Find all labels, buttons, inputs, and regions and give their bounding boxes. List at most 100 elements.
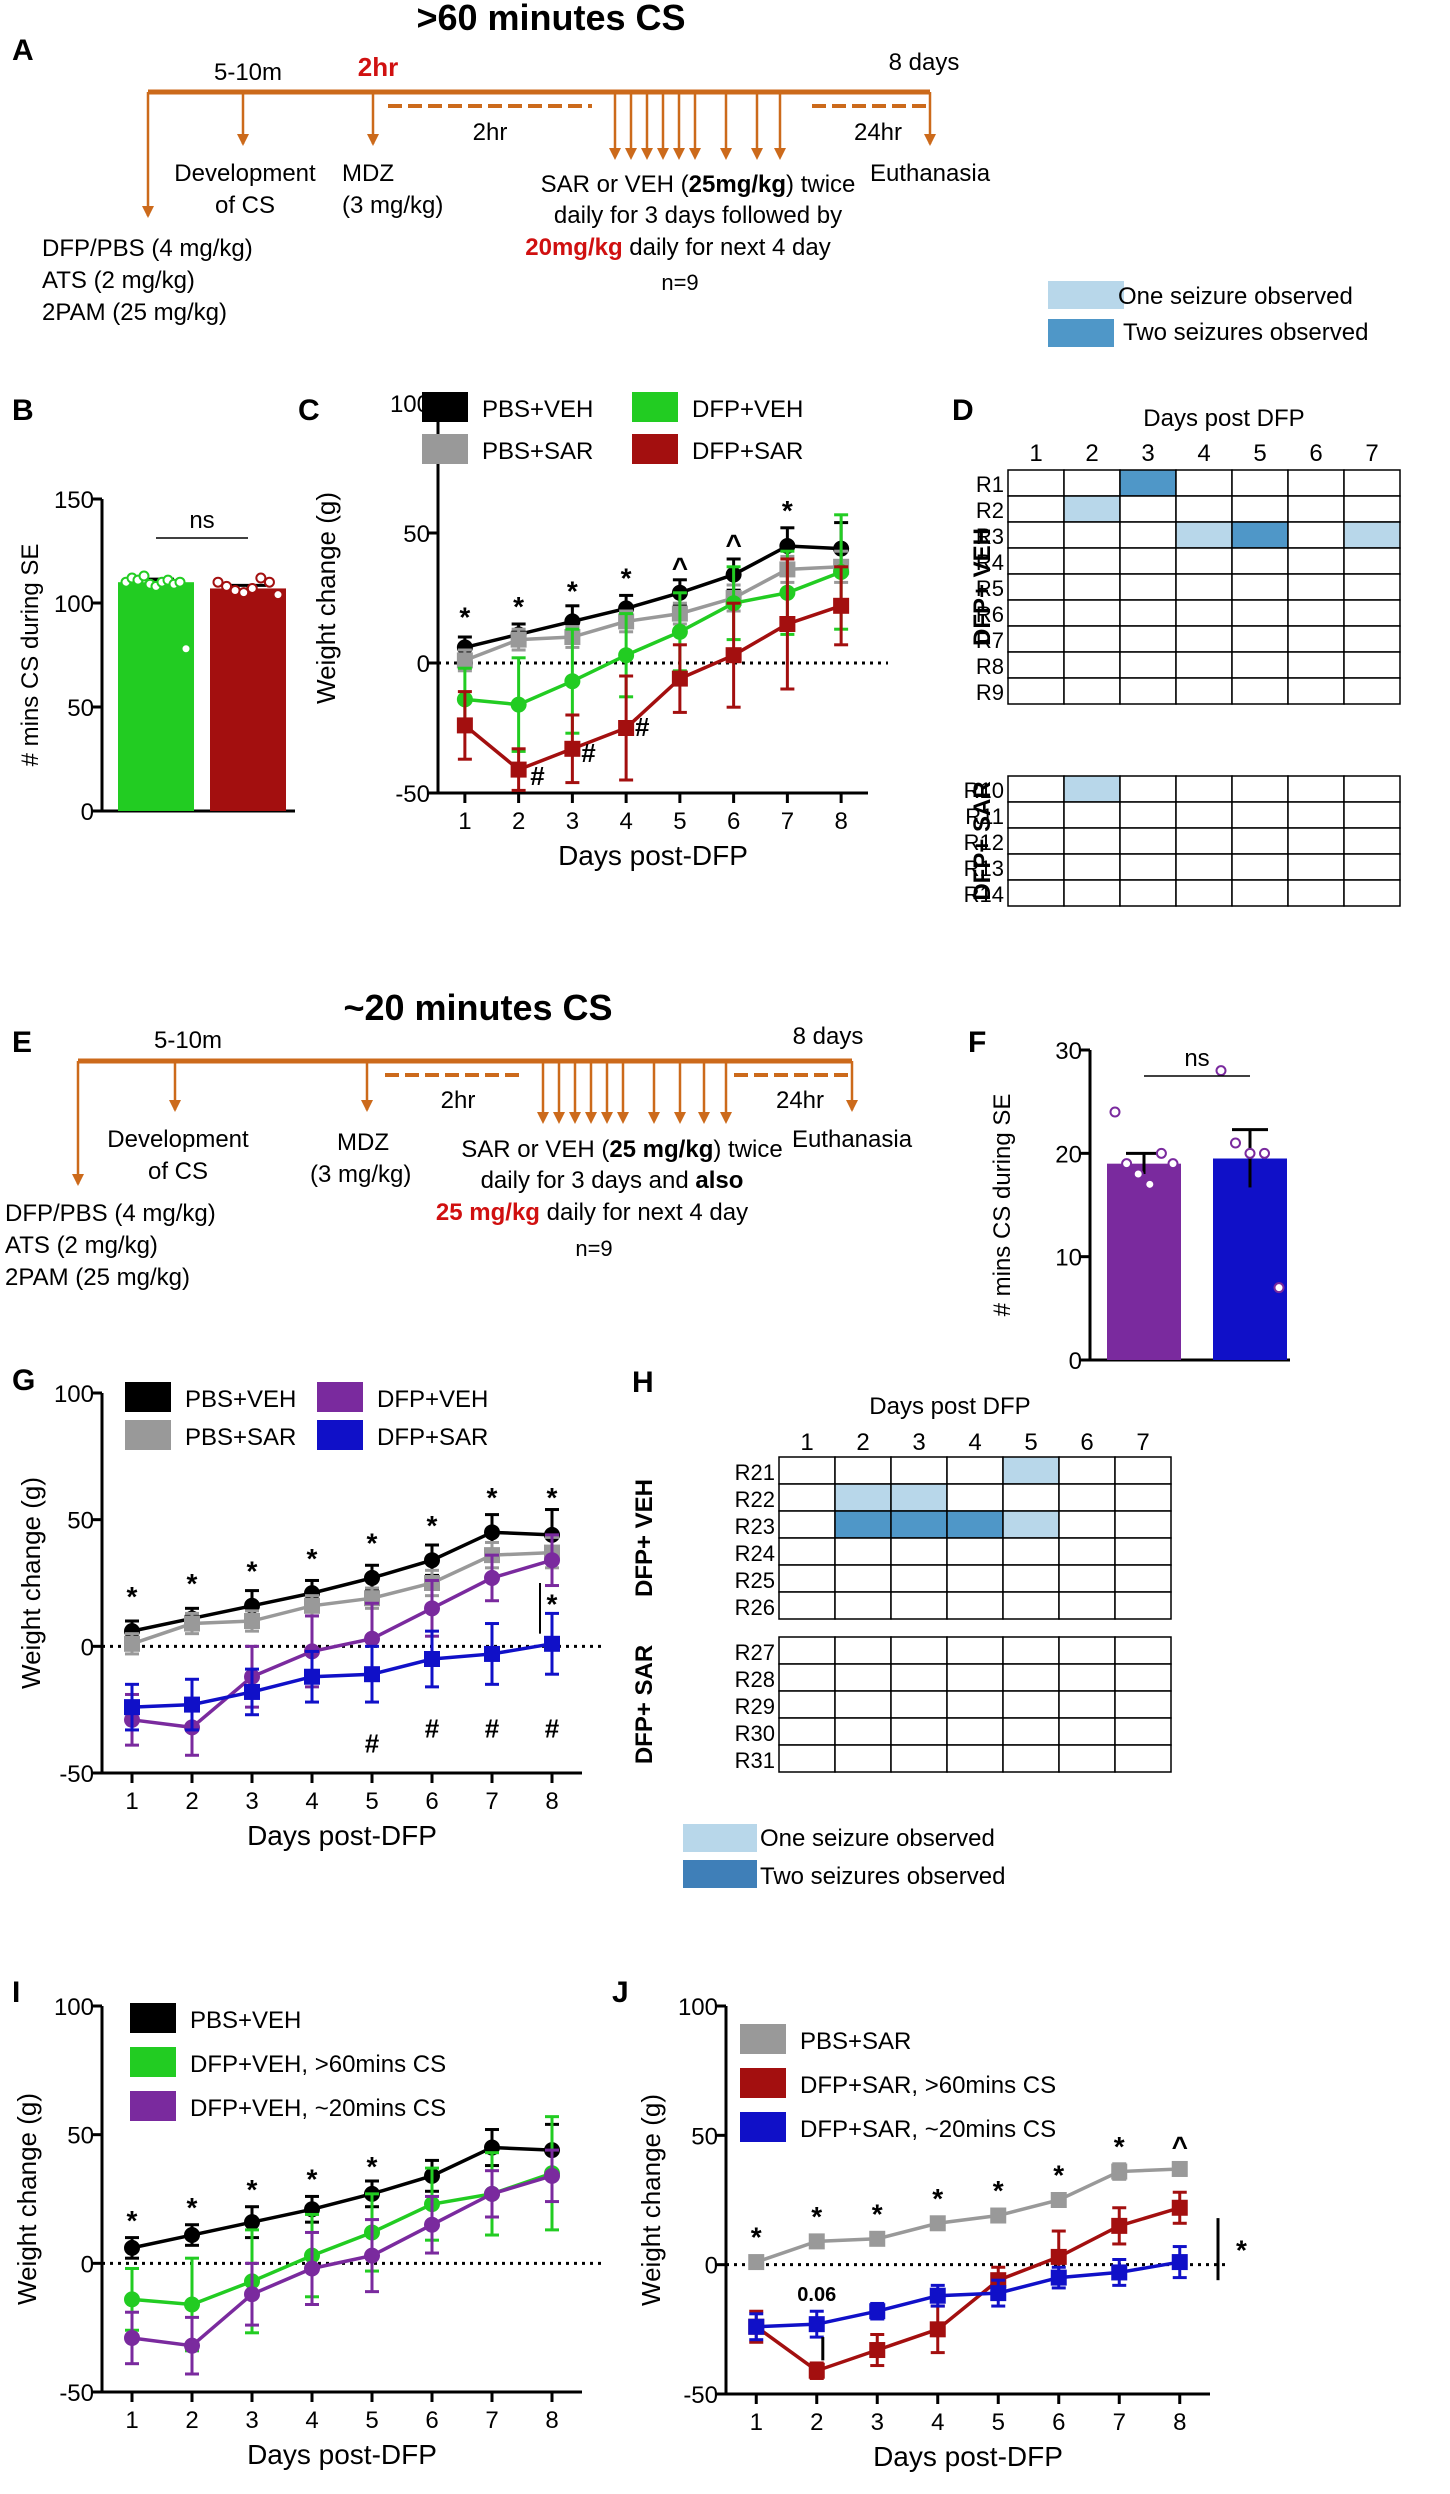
grid-cell bbox=[1063, 879, 1121, 907]
grid-cell bbox=[890, 1663, 948, 1692]
row-label: R2 bbox=[976, 498, 1004, 523]
time-8-days: 8 days bbox=[889, 49, 960, 76]
euthanasia-label: Euthanasia bbox=[870, 160, 991, 187]
group-label: DFP+ SAR bbox=[969, 781, 996, 900]
grid-cell bbox=[890, 1456, 948, 1485]
data-point bbox=[304, 2260, 320, 2277]
grid-cell bbox=[1114, 1744, 1172, 1773]
data-point bbox=[671, 670, 688, 687]
data-point bbox=[833, 597, 850, 614]
grid-cell bbox=[1287, 775, 1345, 803]
x-axis-label: Days post-DFP bbox=[873, 2441, 1063, 2472]
data-point bbox=[364, 1630, 380, 1647]
grid-cell bbox=[1063, 827, 1121, 855]
grid-cell bbox=[834, 1636, 892, 1665]
grid-cell bbox=[946, 1717, 1004, 1746]
grid-cell bbox=[890, 1717, 948, 1746]
significance-mark: * bbox=[127, 2205, 138, 2236]
data-point bbox=[808, 2316, 825, 2333]
data-point bbox=[124, 1635, 140, 1652]
ns-label: ns bbox=[189, 507, 214, 534]
legend-label: DFP+SAR bbox=[692, 438, 803, 465]
data-point bbox=[671, 623, 688, 640]
data-point bbox=[424, 1552, 440, 1569]
y-tick-label: 0 bbox=[81, 2251, 94, 2278]
grid-cell bbox=[1287, 469, 1345, 497]
grid-cell bbox=[1119, 573, 1177, 601]
grid-cell bbox=[1343, 547, 1401, 575]
data-point bbox=[544, 1635, 560, 1652]
y-tick-label: -50 bbox=[59, 1761, 94, 1788]
grid-cell bbox=[1175, 879, 1233, 907]
grid-header: Days post DFP bbox=[1143, 405, 1304, 432]
grid-cell bbox=[1287, 547, 1345, 575]
grid-cell bbox=[1114, 1636, 1172, 1665]
grid-cell bbox=[1063, 775, 1121, 803]
data-point bbox=[244, 2214, 260, 2231]
x-tick-label: 5 bbox=[992, 2409, 1005, 2436]
significance-mark: * bbox=[567, 576, 578, 607]
series-pbs-sar bbox=[748, 2160, 1188, 2271]
x-tick-label: 7 bbox=[1113, 2409, 1126, 2436]
panel-e: E ~20 minutes CS 5-10m 8 days 2hr 24hr D… bbox=[5, 987, 913, 1291]
y-tick-label: 50 bbox=[67, 2123, 94, 2150]
day-label: 6 bbox=[1080, 1429, 1093, 1456]
data-point bbox=[424, 2216, 440, 2233]
significance-mark: * bbox=[307, 1543, 318, 1574]
data-point bbox=[1230, 1137, 1241, 1149]
day-label: 2 bbox=[1085, 440, 1098, 467]
panel-letter: F bbox=[968, 1026, 986, 1059]
series-line bbox=[755, 2206, 1181, 2373]
grid-cell bbox=[778, 1717, 836, 1746]
legend-swatch bbox=[130, 2003, 176, 2033]
grid-cell bbox=[1114, 1591, 1172, 1620]
legend-label: DFP+VEH, >60mins CS bbox=[190, 2051, 446, 2078]
grid-cell bbox=[1119, 853, 1177, 881]
significance-mark: * bbox=[782, 495, 793, 526]
grid-cell bbox=[1231, 651, 1289, 679]
data-point bbox=[424, 1600, 440, 1617]
data-point bbox=[618, 720, 635, 736]
panel-j-line-chart: J -50 0 50 100 1 2 3 4 5 6 7 8 Days post-DFP Weight ch… bbox=[612, 1976, 1247, 2472]
y-tick-label: 150 bbox=[54, 487, 94, 514]
data-point bbox=[869, 2230, 886, 2247]
row-label: R3 bbox=[976, 524, 1004, 549]
legend-one-swatch bbox=[1048, 281, 1124, 309]
grid-cell bbox=[1063, 801, 1121, 829]
grid-cell bbox=[1119, 879, 1177, 907]
grid-cell bbox=[1119, 775, 1177, 803]
significance-mark: # bbox=[581, 738, 596, 768]
grid-cell bbox=[1002, 1663, 1060, 1692]
x-tick-label: 1 bbox=[458, 808, 471, 835]
row-label: R21 bbox=[735, 1460, 775, 1485]
grid-cell bbox=[1002, 1717, 1060, 1746]
significance-mark: # bbox=[425, 1714, 440, 1744]
y-tick-label: 0 bbox=[81, 1634, 94, 1661]
grid-cell bbox=[1343, 879, 1401, 907]
grid-cell bbox=[890, 1591, 948, 1620]
grid-cell bbox=[1343, 521, 1401, 549]
y-axis-label: Weight change (g) bbox=[311, 492, 341, 704]
legend-label: PBS+SAR bbox=[800, 2028, 911, 2055]
grid-cell bbox=[1231, 827, 1289, 855]
grid-cell bbox=[946, 1564, 1004, 1593]
significance-mark: * bbox=[307, 2164, 318, 2195]
grid-cell bbox=[1114, 1717, 1172, 1746]
grid-cell bbox=[1007, 547, 1065, 575]
grid-cell bbox=[1114, 1690, 1172, 1719]
legend-swatch bbox=[740, 2068, 786, 2098]
e-time-5-10m: 5-10m bbox=[154, 1027, 222, 1054]
grid-cell bbox=[1114, 1483, 1172, 1512]
data-point bbox=[244, 2286, 260, 2303]
x-tick-label: 1 bbox=[125, 1788, 138, 1815]
x-tick-label: 7 bbox=[781, 808, 794, 835]
data-point bbox=[364, 2247, 380, 2264]
panel-i-line-chart: I -50 0 50 100 1 2 3 4 5 6 7 8 Days post-DFP Weight ch… bbox=[12, 1976, 602, 2470]
series-line bbox=[464, 565, 842, 663]
data-point bbox=[484, 2185, 500, 2202]
panel-letter: B bbox=[12, 394, 34, 427]
grid-cell bbox=[1058, 1537, 1116, 1566]
grid-cell bbox=[1007, 879, 1065, 907]
grid-cell bbox=[1231, 853, 1289, 881]
panel-letter: D bbox=[952, 394, 974, 427]
